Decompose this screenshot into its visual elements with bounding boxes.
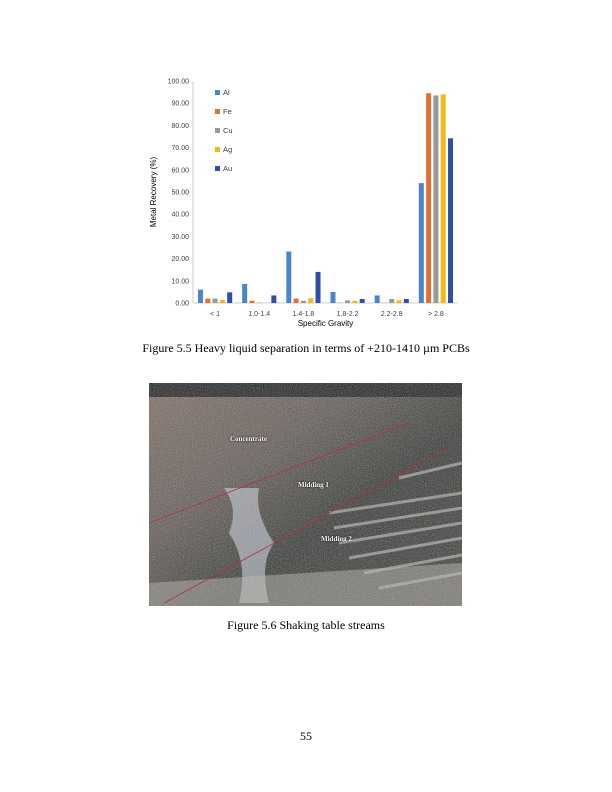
legend-swatch-ag — [215, 147, 220, 152]
bar-cu — [433, 95, 439, 304]
bar-cu — [389, 299, 395, 303]
x-tick-label: < 1 — [210, 311, 220, 318]
bar-ag — [308, 298, 314, 303]
bar-al — [197, 289, 203, 303]
legend-label-cu: Cu — [223, 126, 233, 135]
photo-label-midding-2: Midding 2 — [321, 535, 352, 543]
y-tick-label: 90.00 — [171, 101, 189, 108]
bar-fe — [293, 298, 299, 303]
bar-ag — [440, 94, 446, 303]
page-number: 55 — [300, 729, 312, 743]
photo-label-midding-1: Midding 1 — [298, 481, 329, 489]
legend-label-al: Al — [223, 88, 230, 97]
x-tick-label: 2.2-2.8 — [381, 311, 403, 318]
bar-au — [315, 271, 321, 303]
figure-5-6-caption: Figure 5.6 Shaking table streams — [227, 618, 385, 632]
shaking-table-photo: Concentrate Midding 1 Midding 2 — [149, 383, 462, 606]
bar-au — [227, 292, 233, 303]
figure-5-5-caption: Figure 5.5 Heavy liquid separation in te… — [142, 341, 470, 355]
photo-label-concentrate: Concentrate — [230, 435, 267, 443]
y-tick-label: 80.00 — [171, 123, 189, 130]
x-tick-label: 1.4-1.8 — [293, 311, 315, 318]
y-tick-label: 30.00 — [171, 234, 189, 241]
y-tick-label: 20.00 — [171, 256, 189, 263]
legend-swatch-cu — [215, 128, 220, 133]
y-tick-label: 100.00 — [168, 79, 190, 86]
bar-cu — [300, 300, 306, 303]
bar-ag — [396, 300, 402, 303]
y-axis-title: Metal Recovery (%) — [149, 157, 158, 228]
bar-al — [418, 183, 424, 303]
bar-al — [286, 251, 292, 303]
bar-cu — [345, 300, 351, 303]
x-tick-label: 1.8-2.2 — [337, 311, 359, 318]
legend-swatch-al — [215, 90, 220, 95]
recovery-bar-chart: 0.00 10.00 20.00 30.00 40.00 50.00 60.00 70.00 8… — [149, 79, 458, 328]
bar-fe — [426, 93, 432, 304]
bar-ag — [352, 300, 358, 303]
y-tick-label: 40.00 — [171, 212, 189, 219]
legend-swatch-au — [215, 166, 220, 171]
x-axis-title: Specific Gravity — [298, 319, 354, 328]
bar-cu — [212, 298, 218, 303]
legend-swatch-fe — [215, 109, 220, 114]
legend-label-fe: Fe — [223, 107, 232, 116]
bar-au — [403, 299, 409, 303]
bar-al — [374, 295, 380, 303]
bar-al — [242, 283, 248, 303]
bar-fe — [249, 300, 255, 303]
y-tick-label: 10.00 — [171, 278, 189, 285]
bar-ag — [219, 299, 225, 303]
y-tick-label: 60.00 — [171, 167, 189, 174]
bar-au — [448, 138, 454, 303]
bar-au — [271, 295, 277, 303]
legend-label-au: Au — [223, 164, 232, 173]
x-tick-label: 1.0-1.4 — [248, 311, 270, 318]
y-tick-label: 50.00 — [171, 190, 189, 197]
bar-al — [330, 291, 336, 303]
bar-au — [359, 299, 365, 303]
legend-label-ag: Ag — [223, 145, 232, 154]
x-tick-label: > 2.8 — [428, 311, 444, 318]
y-tick-label: 70.00 — [171, 145, 189, 152]
y-tick-label: 0.00 — [175, 301, 189, 308]
bar-fe — [205, 298, 211, 303]
